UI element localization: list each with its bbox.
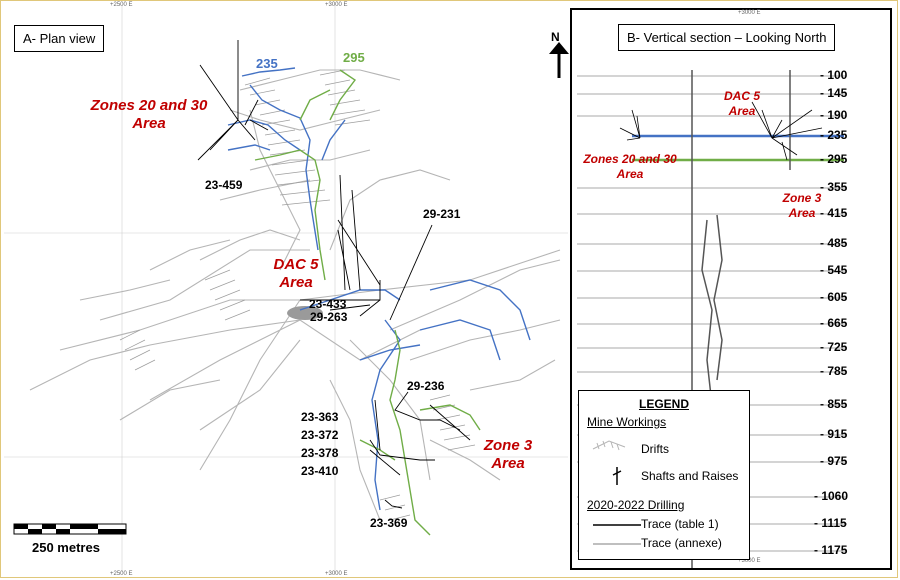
level-label-1115: - 1115 — [814, 516, 847, 530]
area-zone-3: Zone 3 Area — [478, 437, 538, 473]
dac5-cluster — [287, 306, 323, 320]
legend-shafts-raises: Shafts and Raises — [641, 469, 739, 483]
legend-trace-table: Trace (table 1) — [641, 517, 719, 531]
level-label-605: - 605 — [820, 290, 848, 304]
level-label-545: - 545 — [820, 263, 848, 277]
section-area-dac5: DAC 5 Area — [720, 89, 764, 119]
drill-hole-23-369: 23-369 — [370, 516, 408, 530]
level-label-145: - 145 — [820, 86, 848, 100]
level-235-label: 235 — [256, 56, 278, 71]
legend-mine-workings: Mine Workings — [587, 415, 667, 429]
level-label-190: - 190 — [820, 108, 848, 122]
level-295-label: 295 — [343, 50, 365, 65]
level-label-415: - 415 — [820, 206, 848, 220]
drill-hole-29-236: 29-236 — [407, 379, 445, 393]
drill-hole-23-433: 23-433 — [309, 297, 347, 311]
section-area-dac5-suffix: Area — [728, 104, 756, 118]
level-label-100: - 100 — [820, 68, 848, 82]
plan-view-map[interactable] — [0, 0, 570, 580]
legend-title: LEGEND — [638, 397, 689, 411]
drill-traces — [197, 40, 471, 509]
level-label-1060: - 1060 — [814, 489, 849, 503]
drill-hole-23-363: 23-363 — [301, 410, 339, 424]
section-area-zones-20-30: Zones 20 and 30 Area — [578, 152, 682, 182]
area-dac5: DAC 5 Area — [270, 256, 322, 292]
level-label-355: - 355 — [820, 180, 848, 194]
level-label-855: - 855 — [820, 397, 848, 411]
level-label-665: - 665 — [820, 316, 848, 330]
grid-label-2500e: +2500 E — [110, 2, 133, 8]
drill-hole-23-372: 23-372 — [301, 428, 339, 442]
level-label-1175: - 1175 — [814, 543, 848, 557]
drift-icon — [592, 440, 626, 451]
section-drill-traces — [619, 101, 823, 161]
grid-label-3000e-bottom: +3000 E — [325, 571, 348, 577]
drill-hole-29-263: 29-263 — [310, 310, 348, 324]
area-zones-20-30: Zones 20 and 30 Area — [86, 97, 212, 133]
section-area-zone-3-name: Zone 3 — [782, 191, 822, 205]
legend: LEGEND Mine Workings Drifts Shafts and R… — [578, 390, 750, 560]
level-label-725: - 725 — [820, 340, 848, 354]
area-zone-3-suffix: Area — [491, 455, 525, 472]
level-label-485: - 485 — [820, 236, 848, 250]
legend-trace-annexe: Trace (annexe) — [641, 536, 722, 550]
grid-label-2500e-bottom: +2500 E — [110, 571, 133, 577]
area-dac5-name: DAC 5 — [273, 256, 319, 273]
section-grid-label-bottom: +3000 E — [738, 558, 761, 564]
level-label-915: - 915 — [820, 427, 848, 441]
drill-hole-23-459: 23-459 — [205, 178, 243, 192]
area-dac5-suffix: Area — [279, 274, 313, 291]
section-area-zones-20-30-name: Zones 20 and 30 — [583, 152, 677, 166]
scale-bar-label: 250 metres — [32, 540, 100, 555]
level-label-295: - 295 — [820, 152, 848, 166]
legend-drifts: Drifts — [641, 442, 669, 456]
section-grid-label-top: +3000 E — [738, 10, 761, 16]
drift-detail — [119, 69, 476, 521]
level-label-785: - 785 — [820, 364, 848, 378]
section-view-title: B- Vertical section – Looking North — [618, 24, 836, 51]
level-label-235: - 235 — [820, 128, 848, 142]
grid-label-3000e: +3000 E — [325, 2, 348, 8]
area-zones-20-30-name: Zones 20 and 30 — [90, 97, 208, 114]
section-area-zone-3-suffix: Area — [788, 206, 816, 220]
area-zones-20-30-suffix: Area — [132, 115, 166, 132]
scale-bar — [13, 523, 127, 535]
level-295-drifts — [254, 69, 481, 536]
drill-hole-29-231: 29-231 — [423, 207, 461, 221]
legend-drilling: 2020-2022 Drilling — [587, 498, 685, 512]
north-arrow-label: N — [551, 30, 560, 44]
plan-view-panel: +2500 E +3000 E +2500 E +3000 E A- Plan … — [0, 0, 570, 580]
section-area-dac5-name: DAC 5 — [723, 89, 760, 103]
legend-symbols — [592, 440, 641, 545]
area-zone-3-name: Zone 3 — [483, 437, 533, 454]
section-area-zone-3: Zone 3 Area — [772, 191, 832, 221]
level-label-975: - 975 — [820, 454, 848, 468]
section-area-zones-20-30-suffix: Area — [616, 167, 644, 181]
drill-hole-23-410: 23-410 — [301, 464, 339, 478]
plan-grid — [4, 6, 568, 572]
plan-view-title: A- Plan view — [14, 25, 105, 52]
drill-hole-23-378: 23-378 — [301, 446, 339, 460]
shaft-icon — [612, 467, 622, 485]
